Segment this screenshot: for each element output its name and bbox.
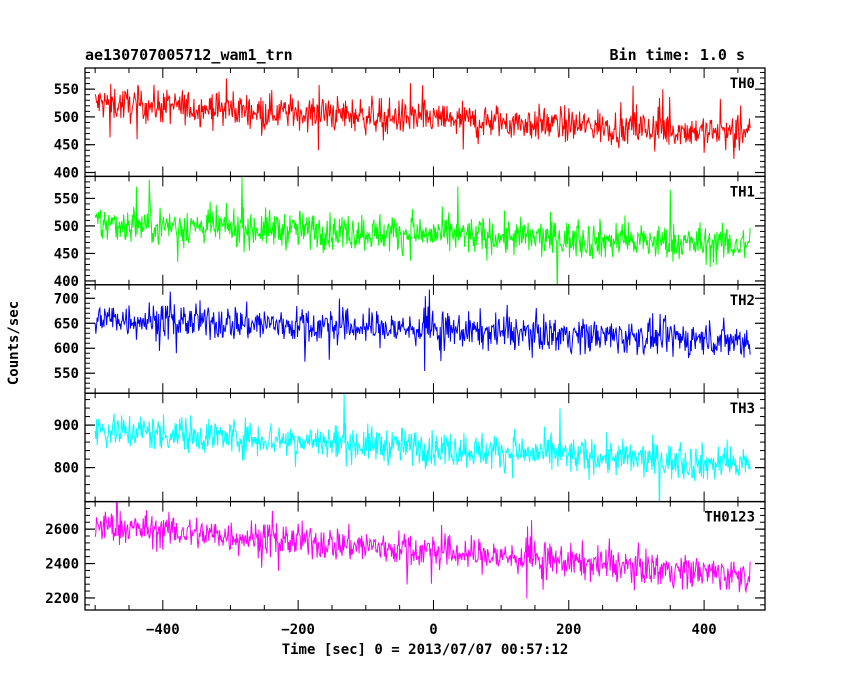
panel-th0: 400 450 500 550 TH0 (54, 67, 766, 182)
y-tick-label: 2600 (45, 522, 79, 538)
panel-th0123: 2200 2400 2600 TH0123 (45, 500, 766, 611)
panel-label-th3: TH3 (730, 401, 755, 417)
panel-stack: 400 450 500 550 TH0 400 450 500 550 TH1 550 600 650 7… (45, 67, 766, 611)
y-tick-label: 400 (54, 166, 79, 182)
light-curve-th1 (94, 176, 751, 285)
light-curve-th0123 (94, 501, 751, 599)
y-tick-label: 550 (54, 191, 79, 207)
x-tick-label: 400 (691, 622, 716, 638)
x-axis-label: Time [sec] 0 = 2013/07/07 00:57:12 (282, 642, 569, 658)
y-tick-label: 450 (54, 246, 79, 262)
y-tick-label: 700 (54, 291, 79, 307)
panel-th1: 400 450 500 550 TH1 (54, 175, 766, 290)
y-axis-label: Counts/sec (6, 301, 22, 385)
panel-frame (84, 500, 766, 611)
y-tick-label: 550 (54, 82, 79, 98)
x-tick-label: 200 (556, 622, 581, 638)
panel-label-th2: TH2 (730, 293, 755, 309)
y-tick-label: 900 (54, 418, 79, 434)
y-tick-label: 2200 (45, 591, 79, 607)
light-curve-th0 (94, 78, 751, 159)
panel-label-th0: TH0 (730, 76, 755, 92)
panel-th3: 800 900 TH3 (54, 392, 766, 503)
x-axis: −400 −200 0 200 400 (146, 622, 717, 638)
light-curve-th2 (94, 289, 751, 371)
panel-th2: 550 600 650 700 TH2 (54, 284, 766, 394)
bin-time-label: Bin time: 1.0 s (610, 46, 745, 64)
y-tick-label: 550 (54, 366, 79, 382)
x-tick-label: −200 (281, 622, 315, 638)
light-curve-th3 (94, 393, 751, 502)
x-tick-label: −400 (146, 622, 180, 638)
y-tick-label: 400 (54, 274, 79, 290)
y-tick-label: 500 (54, 110, 79, 126)
y-tick-label: 600 (54, 341, 79, 357)
y-tick-label: 650 (54, 316, 79, 332)
panel-label-th0123: TH0123 (704, 510, 755, 526)
y-tick-label: 800 (54, 461, 79, 477)
y-tick-label: 450 (54, 138, 79, 154)
y-tick-label: 2400 (45, 557, 79, 573)
panel-label-th1: TH1 (730, 184, 755, 200)
chart-title: ae130707005712_wam1_trn (85, 46, 293, 64)
x-tick-label: 0 (429, 622, 437, 638)
y-tick-label: 500 (54, 219, 79, 235)
